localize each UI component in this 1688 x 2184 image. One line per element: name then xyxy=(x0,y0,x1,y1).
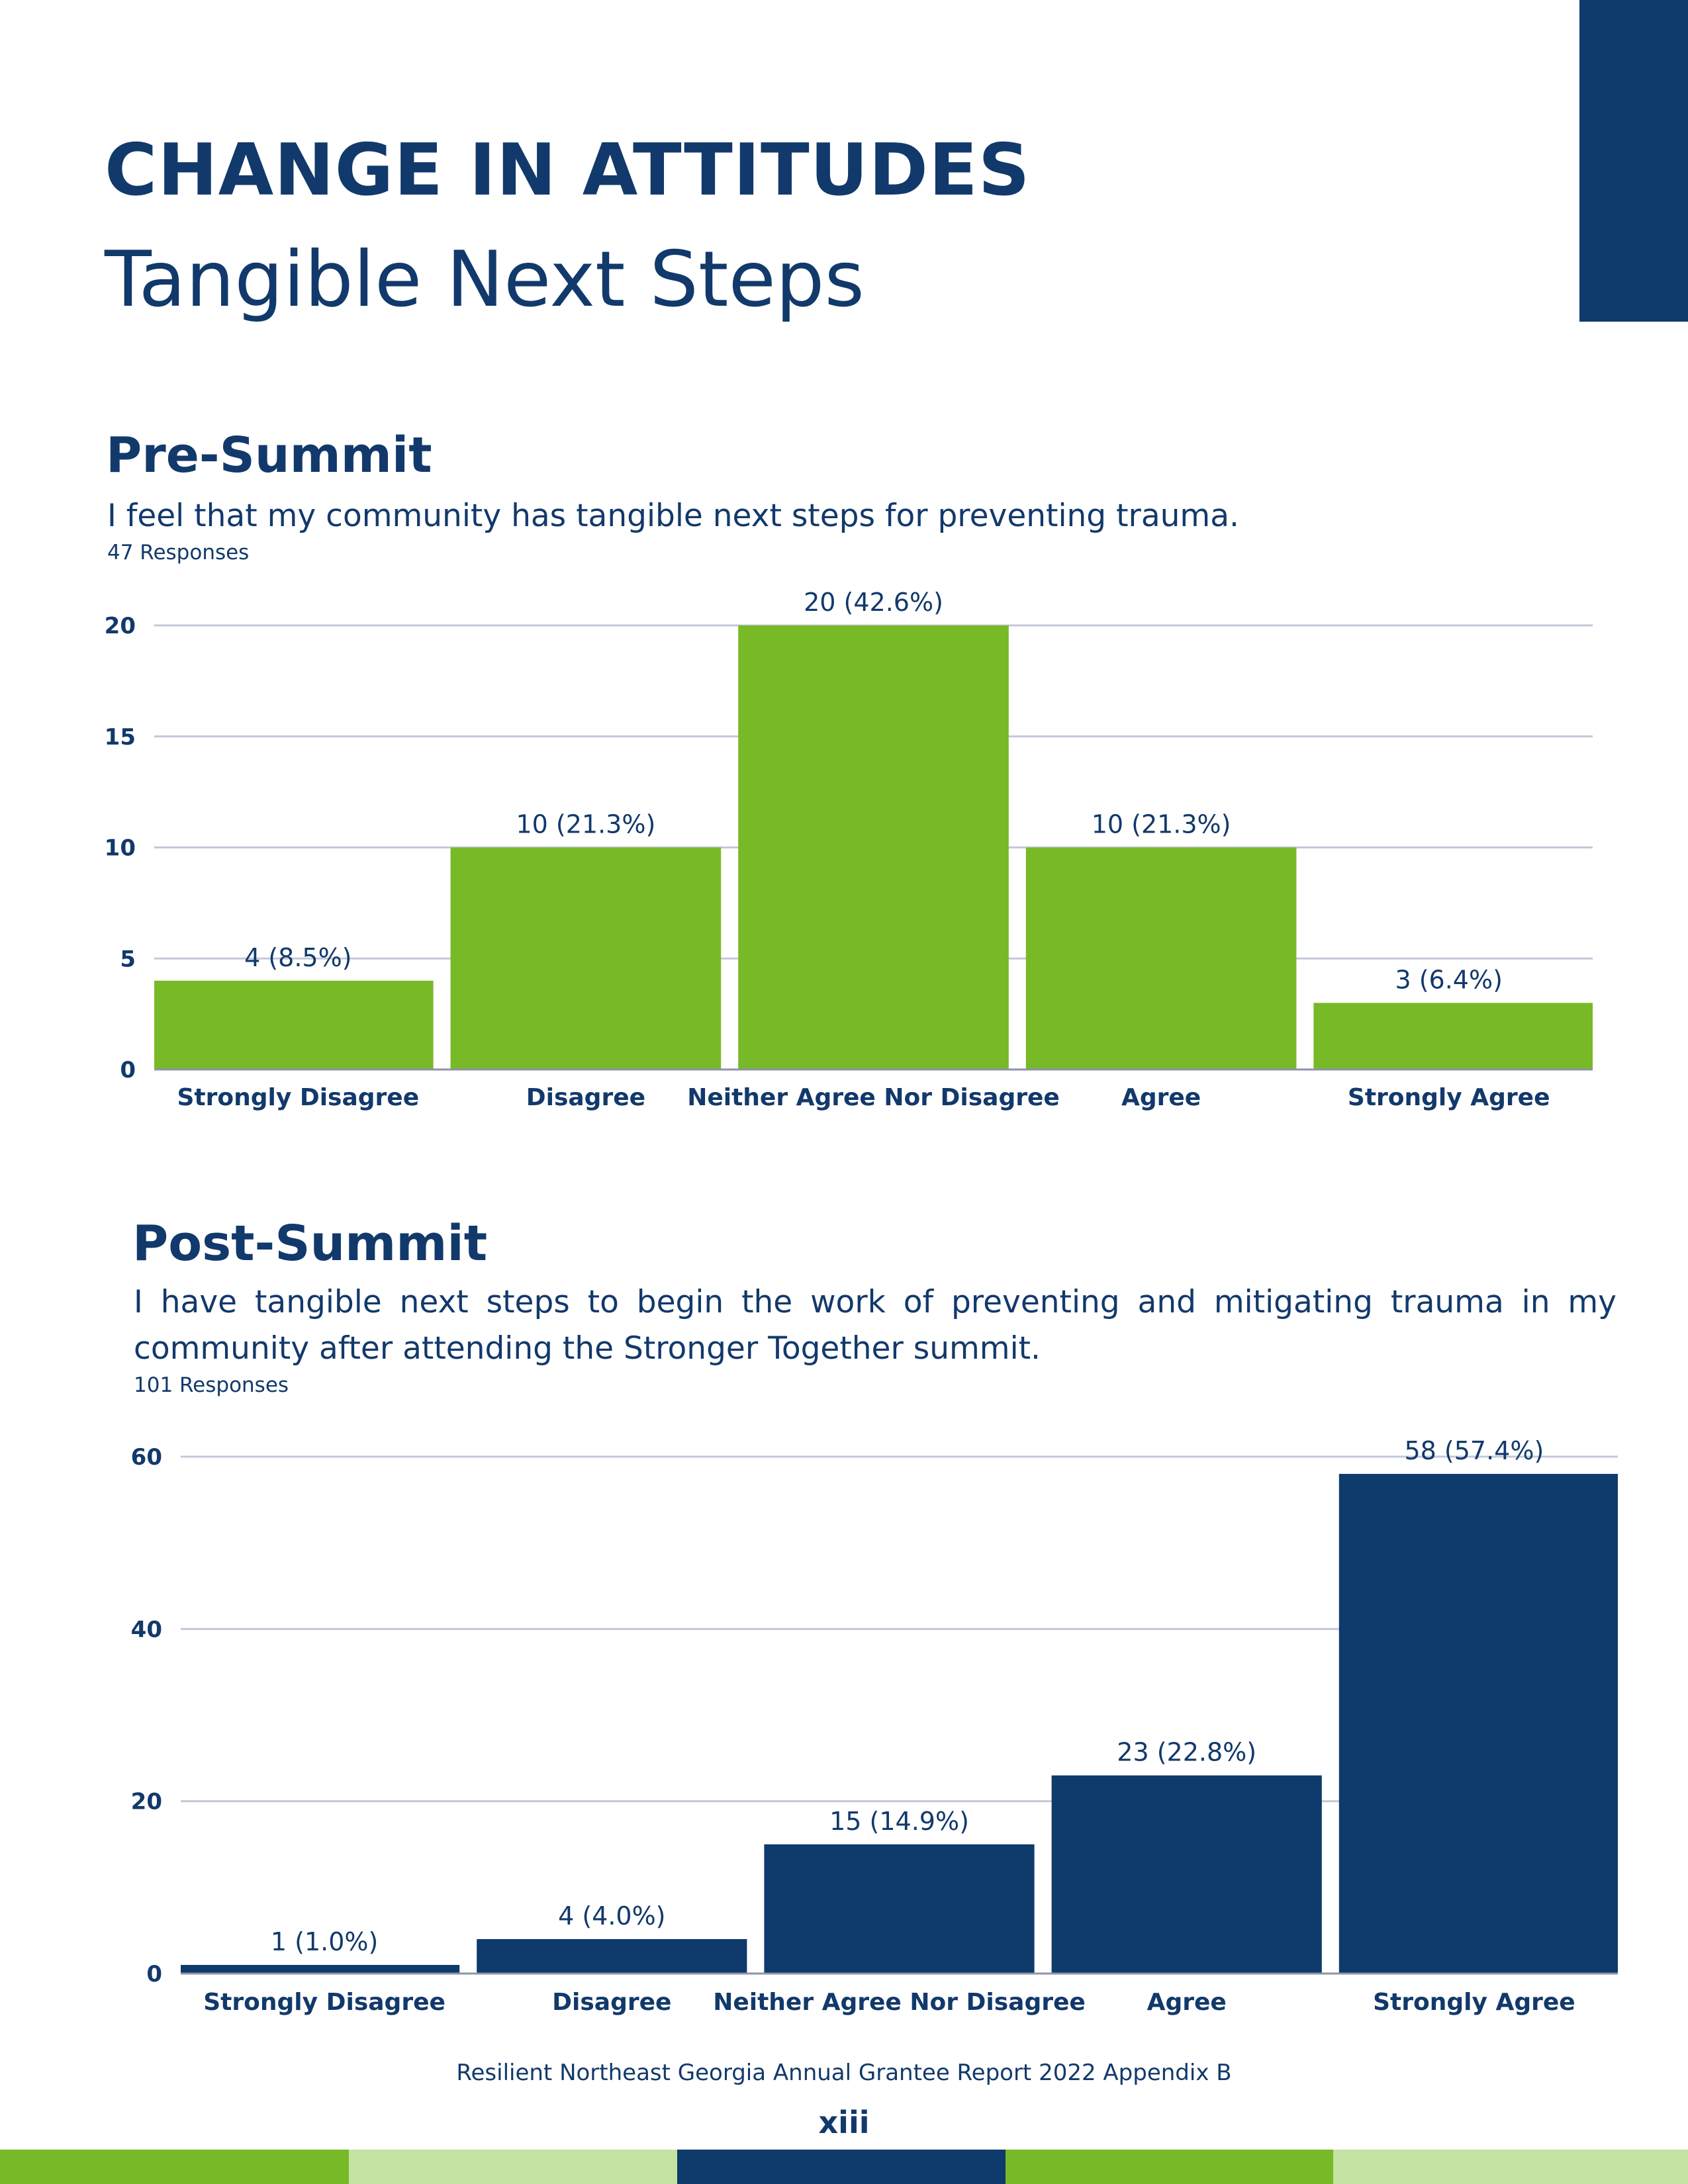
footer-stripe-navy xyxy=(677,2150,1006,2184)
post-summit-bar-chart: 0 20 40 60 1 (1.0%) Strongly Disagree 4 (4.0%)… xyxy=(131,1436,1618,2016)
x-category-label: Strongly Agree xyxy=(1373,1989,1575,2016)
y-tick-label: 20 xyxy=(105,613,136,639)
bar-data-label: 3 (6.4%) xyxy=(1395,965,1502,994)
bar xyxy=(477,1938,747,1974)
bar-data-label: 1 (1.0%) xyxy=(271,1927,378,1956)
corner-accent-block xyxy=(1579,0,1688,322)
bar xyxy=(1051,1775,1322,1974)
x-category-label: Strongly Disagree xyxy=(203,1989,445,2016)
post-summit-responses: 101 Responses xyxy=(134,1373,289,1397)
bar-data-label: 10 (21.3%) xyxy=(1092,810,1231,839)
bar xyxy=(1338,1474,1618,1974)
x-category-label: Strongly Disagree xyxy=(177,1084,419,1111)
footer-stripe-light-green-2 xyxy=(1333,2150,1688,2184)
x-category-label: Strongly Agree xyxy=(1348,1084,1550,1111)
x-category-label: Agree xyxy=(1147,1989,1227,2016)
footer-report-title: Resilient Northeast Georgia Annual Grant… xyxy=(456,2060,1232,2086)
bar xyxy=(1313,1003,1593,1069)
page-title: CHANGE IN ATTITUDES xyxy=(105,129,1031,212)
bar-data-label: 4 (8.5%) xyxy=(244,943,352,972)
y-tick-label: 0 xyxy=(146,1961,162,1987)
bar-data-label: 58 (57.4%) xyxy=(1404,1436,1544,1465)
footer-stripe-green-2 xyxy=(1006,2150,1333,2184)
x-category-label: Agree xyxy=(1121,1084,1201,1111)
y-tick-label: 20 xyxy=(131,1789,162,1815)
bar-data-label: 4 (4.0%) xyxy=(558,1901,665,1931)
pre-summit-question: I feel that my community has tangible ne… xyxy=(107,498,1239,534)
y-tick-label: 0 xyxy=(120,1057,136,1083)
footer-stripe-green xyxy=(0,2150,349,2184)
bar xyxy=(181,1964,460,1974)
bar-data-label: 20 (42.6%) xyxy=(804,588,943,617)
bar xyxy=(764,1844,1035,1974)
footer-stripe-light-green xyxy=(349,2150,677,2184)
pre-summit-heading: Pre-Summit xyxy=(106,427,432,484)
post-summit-question: I have tangible next steps to begin the … xyxy=(134,1284,1617,1367)
bar-data-label: 15 (14.9%) xyxy=(829,1807,969,1836)
bar-data-label: 10 (21.3%) xyxy=(516,810,655,839)
y-tick-label: 5 xyxy=(120,946,136,972)
y-tick-label: 60 xyxy=(131,1444,162,1471)
bar xyxy=(154,980,434,1069)
y-tick-label: 40 xyxy=(131,1616,162,1643)
y-tick-label: 15 xyxy=(105,724,136,751)
page-number: xiii xyxy=(818,2105,870,2140)
y-tick-label: 10 xyxy=(105,835,136,862)
bar xyxy=(1025,847,1297,1069)
x-category-label: Disagree xyxy=(526,1084,645,1111)
x-category-label: Disagree xyxy=(552,1989,671,2016)
bar-data-label: 23 (22.8%) xyxy=(1117,1738,1256,1767)
x-category-label: Neither Agree Nor Disagree xyxy=(687,1084,1060,1111)
bar xyxy=(450,847,722,1069)
x-category-label: Neither Agree Nor Disagree xyxy=(713,1989,1086,2016)
post-summit-heading: Post-Summit xyxy=(132,1215,488,1272)
pre-summit-bar-chart: 0 5 10 15 20 4 (8.5%) Strongly Disagree 10 (21.… xyxy=(105,588,1593,1111)
page-subtitle: Tangible Next Steps xyxy=(105,235,865,324)
bar xyxy=(738,625,1009,1069)
pre-summit-responses: 47 Responses xyxy=(107,541,250,565)
